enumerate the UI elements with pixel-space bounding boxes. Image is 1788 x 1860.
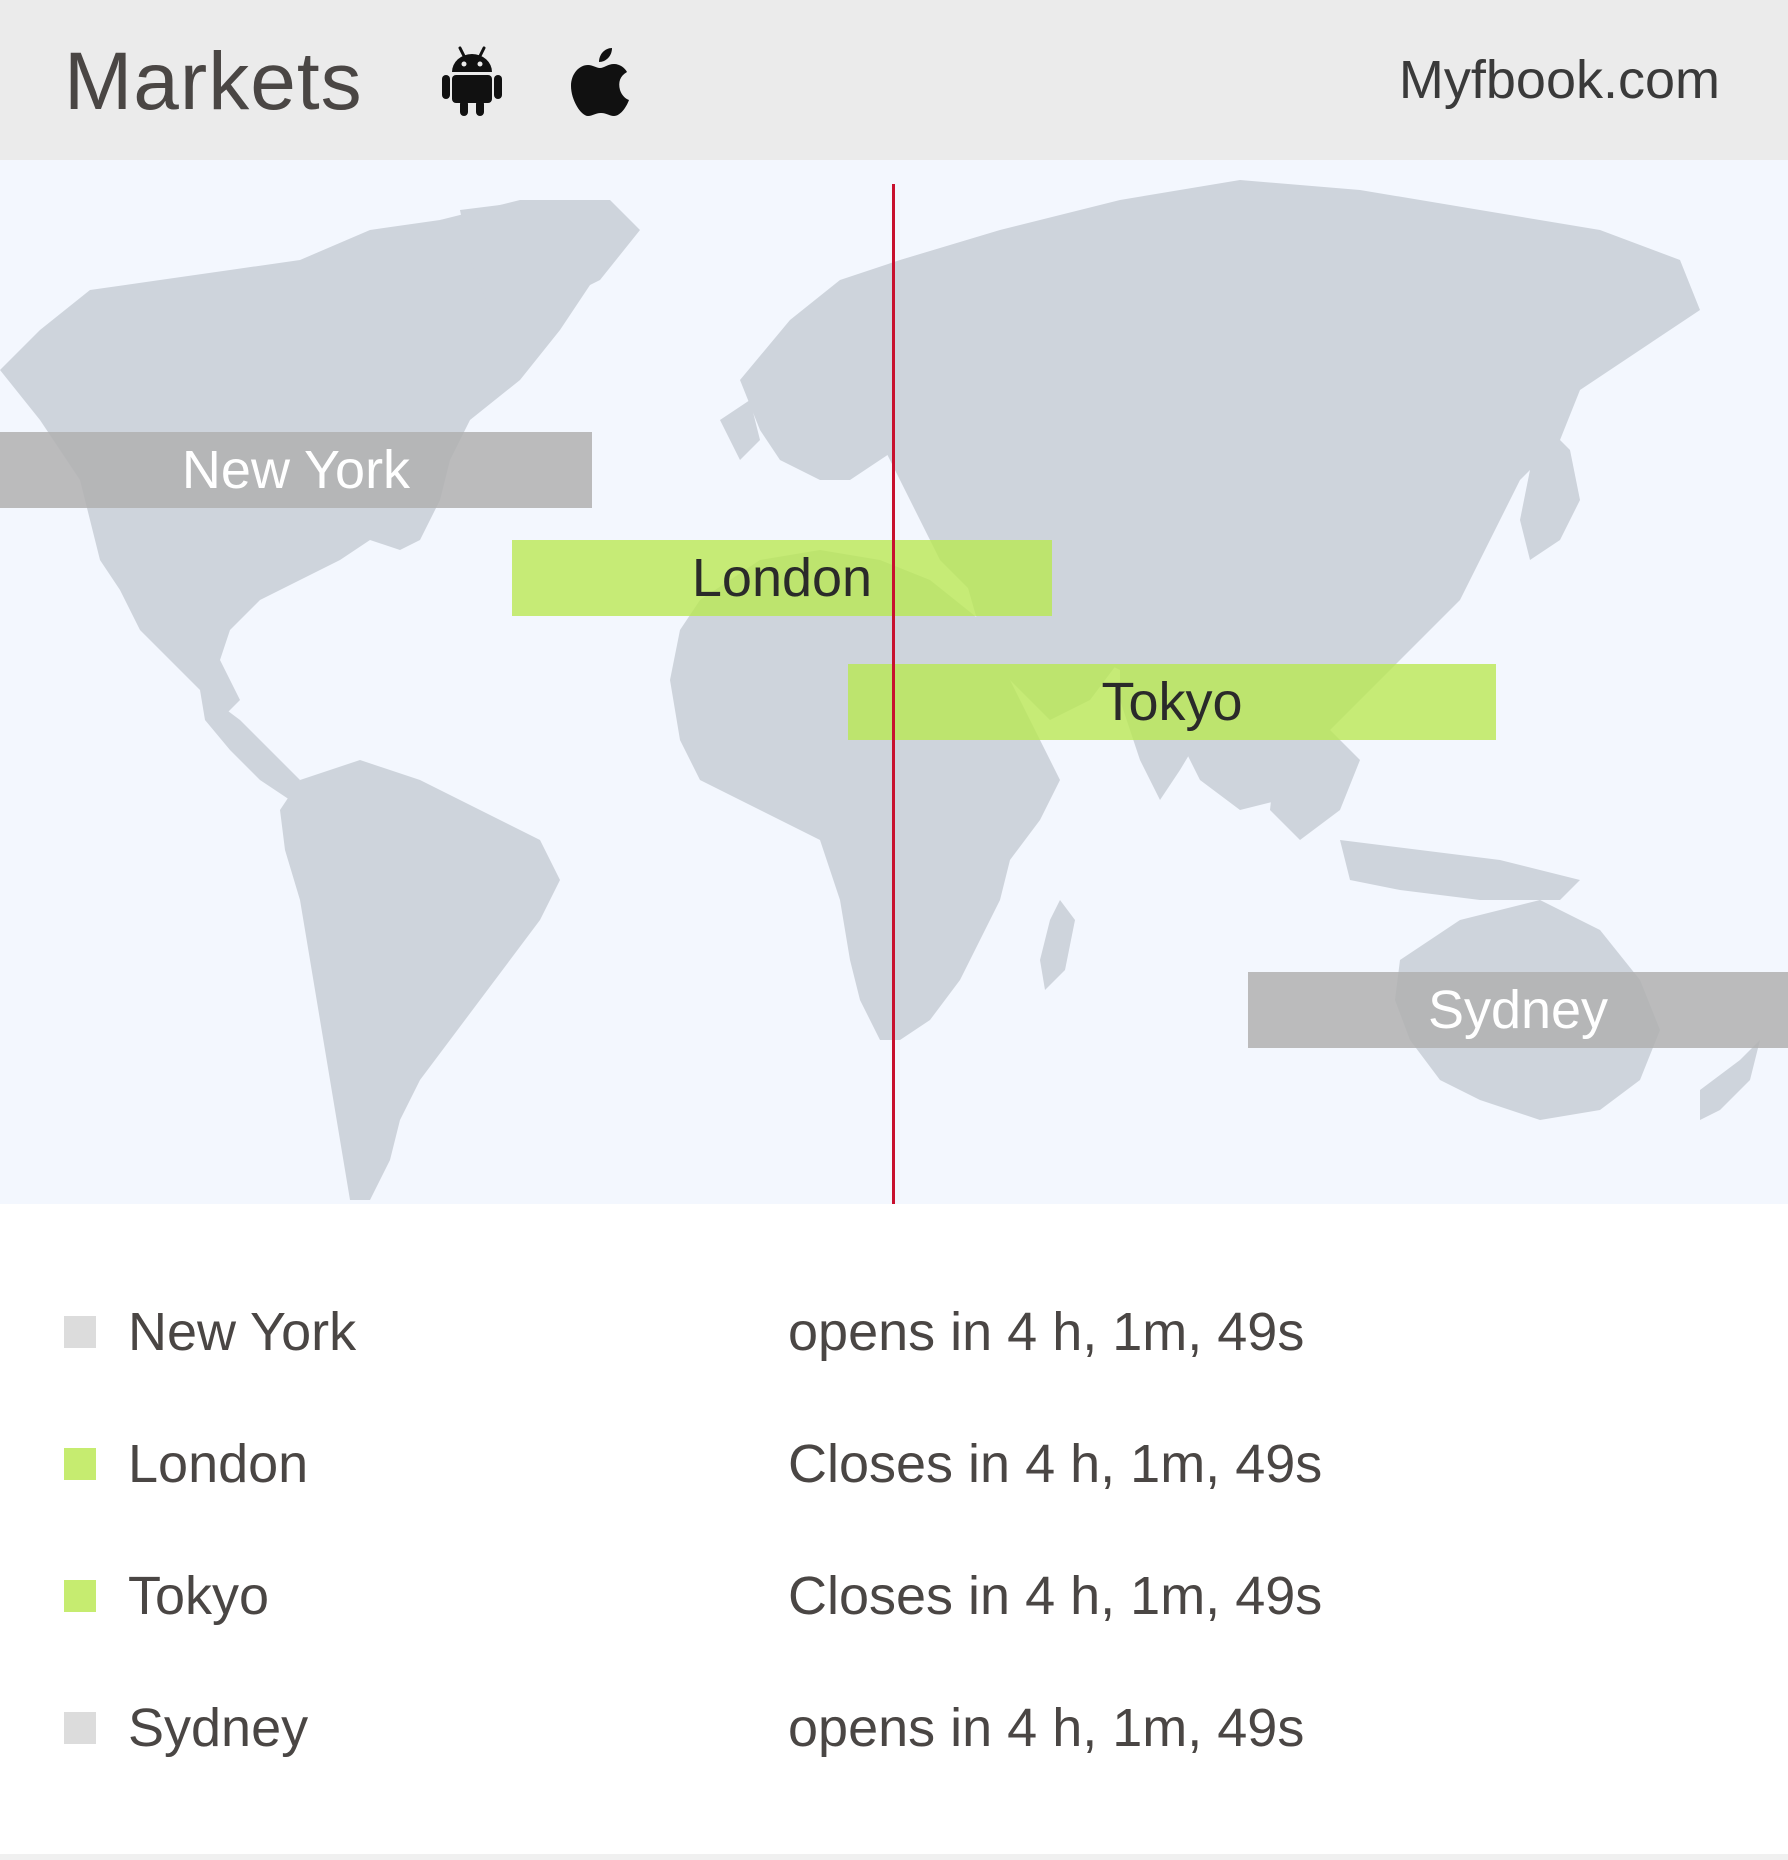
apple-icon[interactable] xyxy=(568,44,632,116)
world-map: New York London Tokyo Sydney xyxy=(0,160,1788,1204)
session-bar-london: London xyxy=(512,540,1052,616)
market-countdown: opens in 4 h, 1m, 49s xyxy=(788,1302,1305,1362)
status-swatch xyxy=(64,1316,96,1348)
app-header: Markets Myfbook.com xyxy=(0,0,1788,160)
status-swatch xyxy=(64,1448,96,1480)
market-name: Tokyo xyxy=(128,1566,270,1626)
session-bar-tokyo: Tokyo xyxy=(848,664,1496,740)
status-swatch xyxy=(64,1580,96,1612)
market-countdown: Closes in 4 h, 1m, 49s xyxy=(788,1566,1323,1626)
status-swatch xyxy=(64,1712,96,1744)
market-row-tokyo: Tokyo Closes in 4 h, 1m, 49s xyxy=(0,1546,1788,1646)
android-icon[interactable] xyxy=(440,44,504,116)
market-row-new-york: New York opens in 4 h, 1m, 49s xyxy=(0,1282,1788,1382)
session-bar-sydney: Sydney xyxy=(1248,972,1788,1048)
session-bar-label: New York xyxy=(181,440,411,500)
market-countdown: Closes in 4 h, 1m, 49s xyxy=(788,1434,1323,1494)
brand-link[interactable]: Myfbook.com xyxy=(1398,50,1720,110)
current-time-indicator xyxy=(892,184,895,1204)
market-status-list: New York opens in 4 h, 1m, 49s London Cl… xyxy=(0,1204,1788,1856)
market-name: London xyxy=(128,1434,309,1494)
market-countdown: opens in 4 h, 1m, 49s xyxy=(788,1698,1305,1758)
page-title: Markets xyxy=(64,36,363,127)
market-name: Sydney xyxy=(128,1698,309,1758)
market-name: New York xyxy=(128,1302,357,1362)
market-row-sydney: Sydney opens in 4 h, 1m, 49s xyxy=(0,1678,1788,1778)
session-bar-label: London xyxy=(691,548,873,608)
market-row-london: London Closes in 4 h, 1m, 49s xyxy=(0,1414,1788,1514)
session-bar-new-york: New York xyxy=(0,432,592,508)
session-bar-label: Tokyo xyxy=(1101,672,1243,732)
session-bar-label: Sydney xyxy=(1427,980,1609,1040)
bottom-divider xyxy=(0,1854,1788,1860)
